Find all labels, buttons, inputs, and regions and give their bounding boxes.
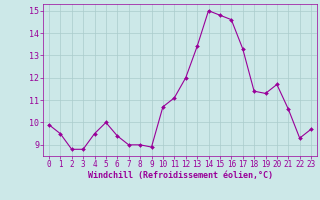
X-axis label: Windchill (Refroidissement éolien,°C): Windchill (Refroidissement éolien,°C) — [87, 171, 273, 180]
